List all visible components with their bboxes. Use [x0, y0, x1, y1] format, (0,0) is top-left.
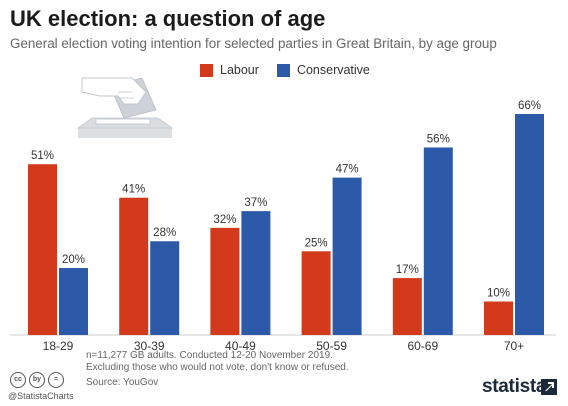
- legend-swatch-labour: [200, 63, 213, 77]
- nd-icon: =: [48, 372, 64, 388]
- chart-subtitle: General election voting intention for se…: [10, 36, 497, 51]
- chart-legend: Labour Conservative: [200, 63, 388, 77]
- bar-conservative-30-39: [150, 241, 180, 335]
- bar-conservative-50-59: [332, 177, 362, 335]
- data-label-labour-60-69: 17%: [396, 264, 419, 276]
- data-label-labour-18-29: 51%: [31, 150, 54, 162]
- legend-item-conservative: Conservative: [276, 63, 370, 77]
- footnote-sample: n=11,277 GB adults. Conducted 12-20 Nove…: [86, 350, 333, 361]
- source-note: Source: YouGov: [86, 377, 159, 388]
- legend-item-labour: Labour: [200, 63, 259, 77]
- bar-labour-50-59: [301, 251, 331, 335]
- ballot-box-icon: [76, 77, 174, 138]
- twitter-handle: @StatistaCharts: [8, 391, 74, 401]
- bar-conservative-40-49: [241, 211, 271, 335]
- x-tick-label-30-39: 30-39: [134, 339, 165, 353]
- legend-label-labour: Labour: [220, 63, 259, 77]
- legend-swatch-conservative: [276, 63, 290, 77]
- data-label-conservative-30-39: 28%: [153, 227, 176, 239]
- data-label-conservative-18-29: 20%: [62, 254, 85, 266]
- x-tick-label-70+: 70+: [504, 339, 524, 353]
- bar-labour-70+: [484, 301, 513, 335]
- statista-logo: statista: [482, 376, 547, 397]
- x-tick-label-40-49: 40-49: [225, 339, 256, 353]
- data-label-conservative-40-49: 37%: [244, 197, 267, 209]
- footnote-exclusion: Excluding those who would not vote, don'…: [86, 362, 349, 373]
- data-label-conservative-70+: 66%: [518, 100, 541, 112]
- data-label-labour-50-59: 25%: [305, 237, 328, 249]
- bar-conservative-18-29: [59, 268, 88, 335]
- bars-group: 51% 20% 18-29 41% 28% 30-39 32% 37% 40-49 25% 47% 5…: [28, 100, 544, 353]
- bar-labour-40-49: [210, 227, 240, 335]
- x-tick-label-60-69: 60-69: [407, 339, 438, 353]
- bar-conservative-60-69: [423, 147, 453, 335]
- x-tick-label-50-59: 50-59: [316, 339, 347, 353]
- bar-labour-60-69: [392, 278, 422, 335]
- statista-arrow-icon: [541, 379, 557, 395]
- data-label-conservative-60-69: 56%: [427, 133, 450, 145]
- data-label-labour-40-49: 32%: [213, 214, 236, 226]
- legend-label-conservative: Conservative: [296, 63, 370, 77]
- cc-icon: cc: [10, 372, 26, 388]
- x-tick-label-18-29: 18-29: [43, 339, 74, 353]
- bar-labour-30-39: [119, 197, 149, 335]
- chart-title: UK election: a question of age: [10, 6, 326, 31]
- data-label-labour-30-39: 41%: [122, 184, 145, 196]
- data-label-conservative-50-59: 47%: [336, 164, 359, 176]
- bar-labour-18-29: [28, 164, 57, 335]
- data-label-labour-70+: 10%: [487, 288, 510, 300]
- bar-conservative-70+: [515, 114, 544, 335]
- by-icon: by: [29, 372, 45, 388]
